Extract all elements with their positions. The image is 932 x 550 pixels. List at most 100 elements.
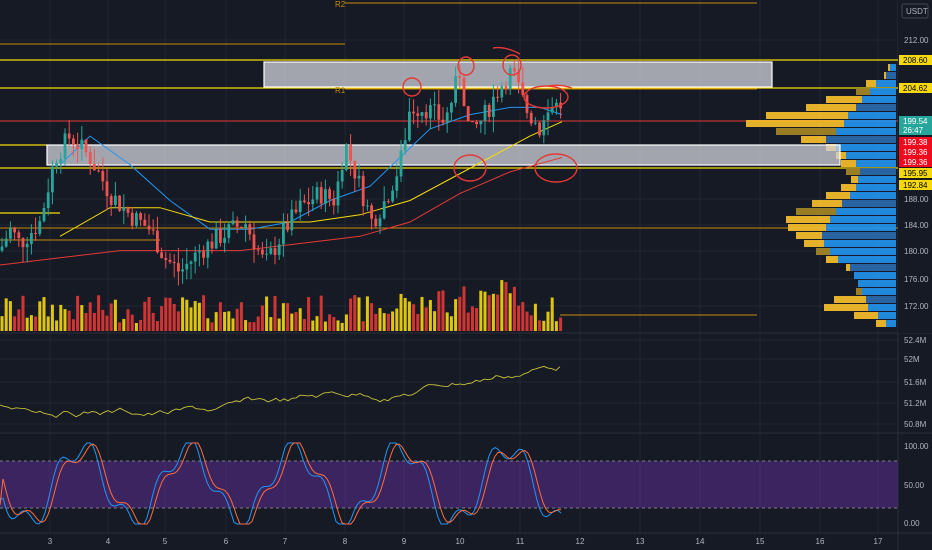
volume-bar xyxy=(315,316,319,331)
volume-profile-sell xyxy=(826,96,862,103)
price-tag-box xyxy=(899,147,932,157)
volume-bar xyxy=(353,295,357,331)
volume-profile-sell xyxy=(888,64,890,71)
candle-body xyxy=(4,238,8,247)
volume-bar xyxy=(244,320,248,331)
volume-bar xyxy=(265,296,269,331)
time-tick-label: 8 xyxy=(343,537,348,546)
candle-body xyxy=(172,261,176,264)
time-tick-label: 14 xyxy=(696,537,705,546)
candle-body xyxy=(88,152,92,165)
volume-bar xyxy=(88,302,92,331)
stoch-tick-label: 0.00 xyxy=(904,519,920,528)
obv-indicator xyxy=(0,365,561,419)
volume-profile-sell xyxy=(856,88,870,95)
volume-bar xyxy=(0,316,4,331)
volume-bar xyxy=(374,313,378,331)
volume-profile-sell xyxy=(841,160,856,167)
candle-body xyxy=(462,77,466,107)
candle-body xyxy=(214,229,218,249)
volume-profile-sell xyxy=(841,184,856,191)
price-tag-box xyxy=(899,180,932,190)
candle-body xyxy=(181,269,184,272)
candle-body xyxy=(370,205,373,219)
volume-profile-sell xyxy=(866,80,876,87)
volume-bar xyxy=(328,314,332,331)
volume-bar xyxy=(168,297,172,331)
obv-line xyxy=(0,365,561,419)
volume-bar xyxy=(160,306,164,331)
candle-body xyxy=(487,104,491,117)
candle-body xyxy=(504,86,508,90)
stoch-tick-label: 100.00 xyxy=(904,442,929,451)
volume-profile-sell xyxy=(876,320,886,327)
volume-bar xyxy=(260,305,264,331)
currency-badge[interactable] xyxy=(901,3,929,19)
volume-bar xyxy=(218,302,222,331)
price-tick-label: 176.00 xyxy=(904,275,929,284)
price-tag-label: 199.38 xyxy=(903,138,928,147)
volume-bar xyxy=(441,290,445,331)
time-tick-label: 3 xyxy=(48,537,53,546)
volume-profile-buy xyxy=(844,120,896,127)
volume-bar xyxy=(533,303,537,331)
volume-profile-buy xyxy=(886,320,896,327)
volume-bar xyxy=(172,304,176,331)
volume-bar xyxy=(525,311,529,331)
volume-profile xyxy=(746,64,896,327)
volume-profile-buy xyxy=(836,208,896,215)
volume-profile-buy xyxy=(830,216,896,223)
annotation-stroke xyxy=(492,46,521,55)
price-tag-label: 26:47 xyxy=(903,126,924,135)
volume-bar xyxy=(8,301,12,331)
volume-profile-buy xyxy=(846,152,896,159)
volume-bar xyxy=(84,312,88,331)
volume-bar xyxy=(420,296,424,331)
candle-body xyxy=(496,96,499,98)
candle-body xyxy=(555,102,558,108)
volume-profile-sell xyxy=(846,264,850,271)
price-tag-box xyxy=(899,116,932,126)
candle-body xyxy=(156,230,159,253)
price-axis[interactable]: USDT 212.00 188.00 184.00 180.00 176.00 172.0… xyxy=(898,0,932,333)
volume-bar xyxy=(395,308,399,331)
volume-bar xyxy=(92,312,96,331)
price-tag-label: 195.95 xyxy=(903,169,928,178)
candle-body xyxy=(290,209,294,231)
time-axis[interactable]: 3 4 5 6 7 8 9 10 11 12 13 14 15 16 17 xyxy=(0,532,932,546)
volume-bar xyxy=(63,309,67,331)
candle-body xyxy=(0,246,4,251)
volume-profile-sell xyxy=(834,296,866,303)
volume-bar xyxy=(361,321,365,331)
candle-body xyxy=(517,71,520,83)
price-tag-label: 199.36 xyxy=(903,158,928,167)
candle-body xyxy=(151,229,155,231)
candle-body xyxy=(168,259,172,262)
candle-body xyxy=(315,187,319,200)
volume-bar xyxy=(437,291,441,331)
candle-body xyxy=(76,144,79,150)
candle-body xyxy=(177,263,180,272)
volume-bar xyxy=(134,322,138,331)
candle-body xyxy=(126,207,130,213)
volume-bar xyxy=(294,312,298,331)
volume-bar xyxy=(139,319,143,331)
time-tick-label: 4 xyxy=(106,537,111,546)
volume-profile-buy xyxy=(860,168,896,175)
stoch-k-line xyxy=(0,442,562,525)
volume-bar xyxy=(130,314,134,331)
price-tag-box xyxy=(899,157,932,167)
annotation-circle xyxy=(523,85,569,109)
volume-bar xyxy=(458,296,462,331)
candle-body xyxy=(193,252,197,262)
candle-body xyxy=(147,225,151,230)
price-tag-label: 199.54 xyxy=(903,117,928,126)
volume-bar xyxy=(323,321,327,331)
volume-bar xyxy=(105,315,109,331)
candle-body xyxy=(109,196,113,205)
candle-body xyxy=(450,102,453,113)
candle-body xyxy=(538,122,541,136)
volume-bar xyxy=(500,280,504,331)
annotation-circle xyxy=(402,77,422,97)
